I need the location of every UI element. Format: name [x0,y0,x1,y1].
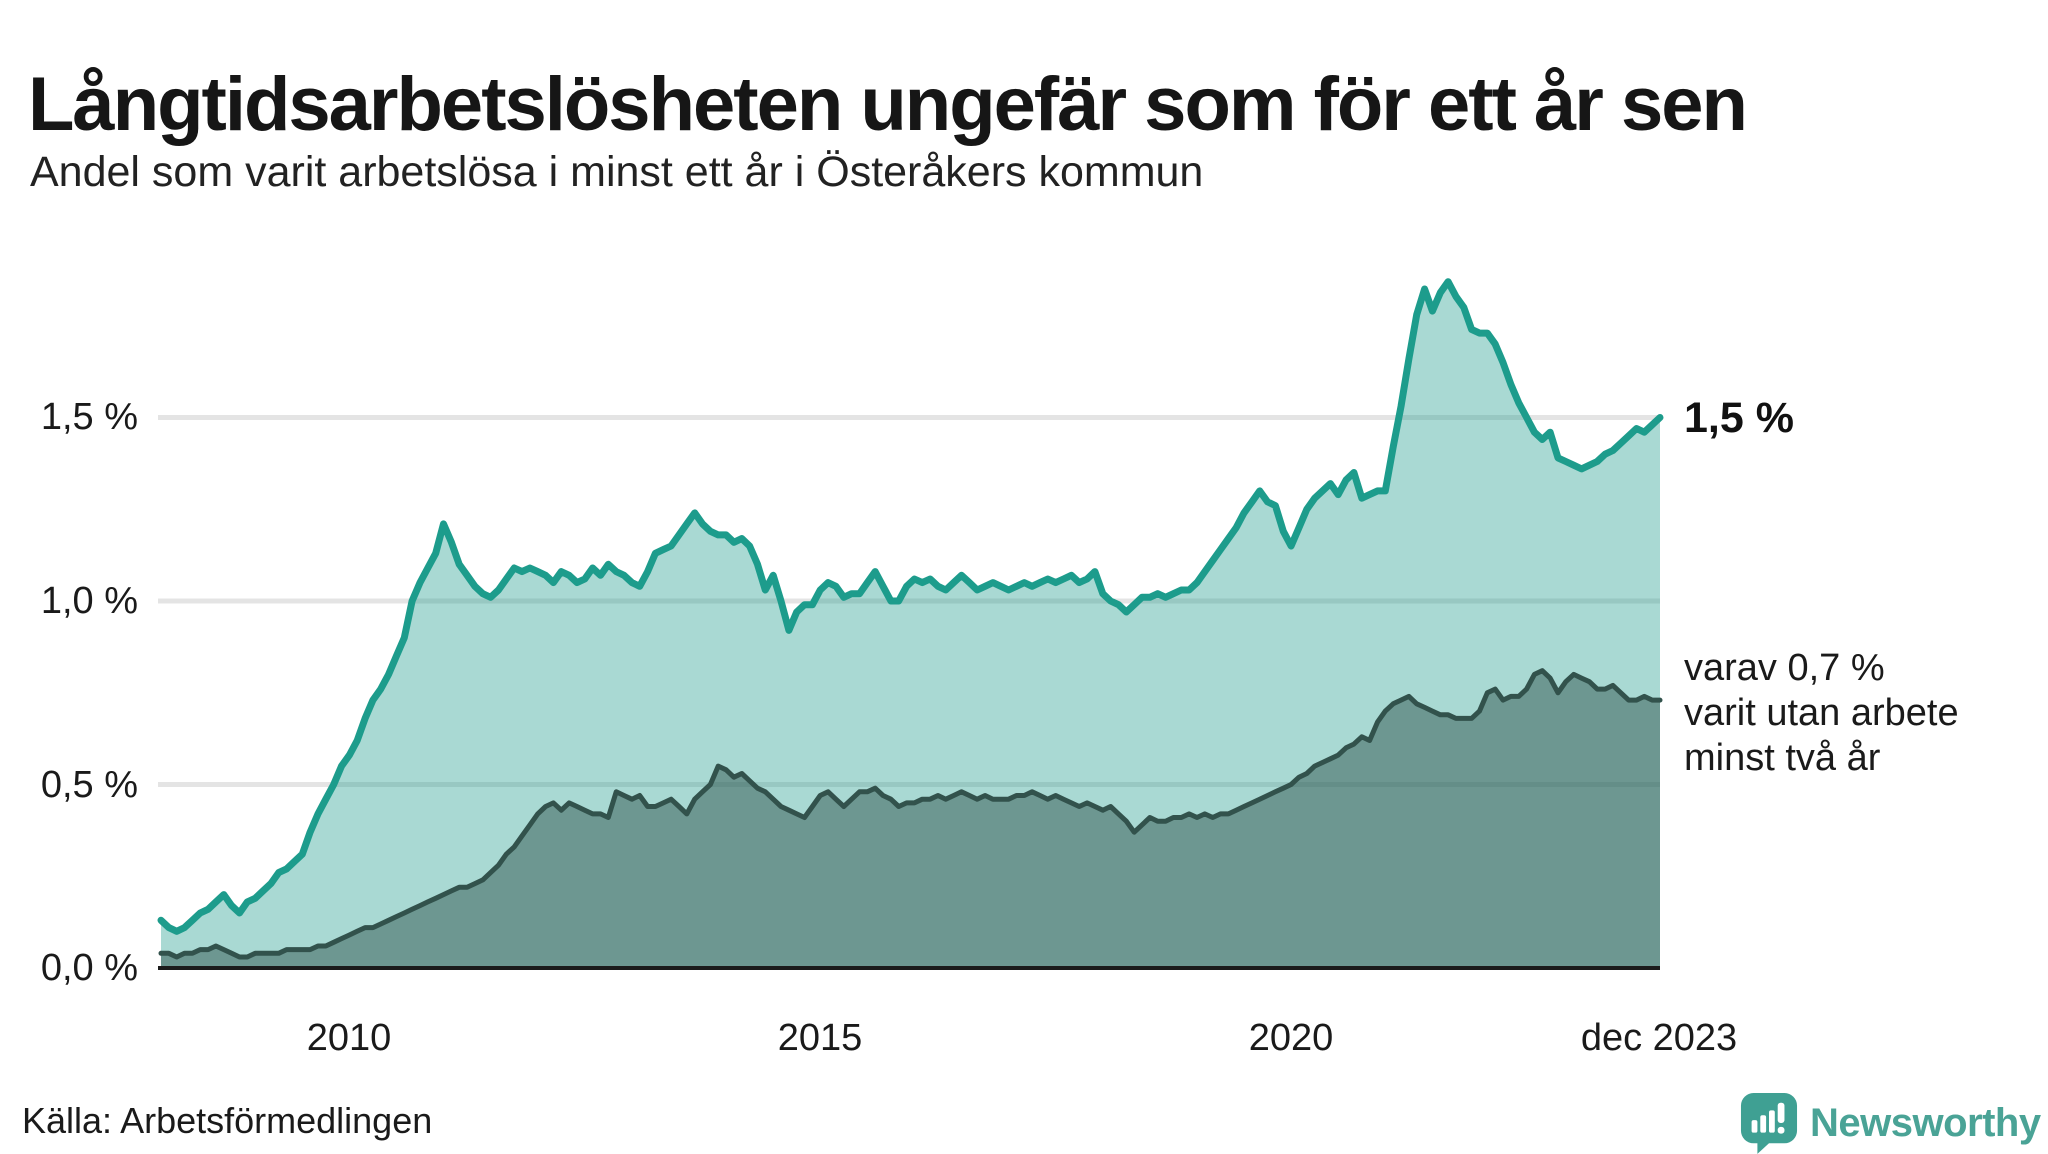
newsworthy-logo-icon [1740,1093,1798,1154]
y-axis-tick-label: 1,0 % [40,580,138,622]
x-axis-tick-label: 2020 [1248,1017,1334,1059]
page-title: Långtidsarbetslösheten ungefär som för e… [28,61,1748,147]
chart-subtitle: Andel som varit arbetslösa i minst ett å… [30,148,1204,196]
gridlines [158,415,1660,787]
x-axis-tick-label: 2010 [306,1017,392,1059]
y-axis-tick-label: 0,5 % [40,764,138,806]
y-axis-tick-label: 1,5 % [40,396,138,438]
latest-value-label: 1,5 % [1684,394,1794,442]
source-credit: Källa: Arbetsförmedlingen [22,1100,433,1141]
newsworthy-logo: Newsworthy [1740,1092,2041,1154]
secondary-series-annotation: varav 0,7 % varit utan arbete minst två … [1684,647,1959,779]
series-areas [157,278,1664,968]
x-axis-tick-label: dec 2023 [1580,1017,1738,1059]
newsworthy-logo-text: Newsworthy [1810,1100,2041,1145]
x-axis-tick-label: 2015 [777,1017,863,1059]
y-axis-tick-label: 0,0 % [40,947,138,989]
